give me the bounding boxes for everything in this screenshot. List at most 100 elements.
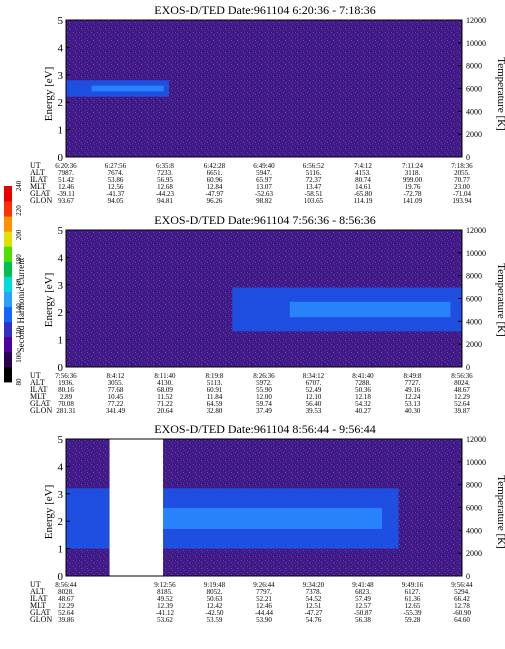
orbit-row-label: GLAT bbox=[30, 189, 51, 198]
orbit-row-label: MLT bbox=[30, 601, 46, 610]
orbit-cell: 6:42:28 bbox=[204, 162, 226, 170]
orbit-cell: 48.67 bbox=[58, 595, 74, 603]
orbit-cell: 54.76 bbox=[306, 616, 322, 624]
orbit-cell: 8:11:40 bbox=[154, 372, 176, 380]
orbit-cell: 8:34:12 bbox=[303, 372, 325, 380]
y-tick-label: 0 bbox=[58, 362, 64, 374]
y-tick-label: 4 bbox=[58, 461, 64, 473]
orbit-cell: 1936. bbox=[58, 379, 74, 387]
orbit-cell: 10.45 bbox=[108, 393, 124, 401]
colorbar-tick-label: 240 bbox=[15, 180, 23, 191]
orbit-cell: 68.09 bbox=[157, 386, 173, 394]
orbit-cell: 20.64 bbox=[157, 407, 173, 415]
panel-2-plot: 0 1 2 3 4 5 0 2000 4000 6000 8000 10000 12000 bbox=[58, 225, 487, 374]
colorbar-swatch bbox=[4, 366, 12, 383]
orbit-cell: 281.31 bbox=[56, 407, 76, 415]
y-tick-label: 1 bbox=[58, 125, 64, 137]
colorbar-label: Second Harmonic Current bbox=[16, 257, 26, 352]
colorbar: 80 100 120 140 160 180 200 220 240 Second Harmon… bbox=[4, 180, 26, 386]
colorbar-tick-label: 220 bbox=[15, 205, 23, 216]
y2-tick-label: 6000 bbox=[466, 85, 482, 94]
orbit-cell: 8:4:12 bbox=[107, 372, 125, 380]
panel-2: EXOS-D/TED Date:961104 7:56:36 - 8:56:36… bbox=[30, 213, 505, 415]
orbit-cell: -47.97 bbox=[205, 190, 224, 198]
y2-tick-label: 12000 bbox=[466, 435, 486, 444]
orbit-cell: 64.60 bbox=[454, 616, 470, 624]
orbit-cell: 6:20:36 bbox=[55, 162, 77, 170]
orbit-cell: 8024. bbox=[454, 379, 470, 387]
orbit-cell: 39.86 bbox=[58, 616, 74, 624]
orbit-cell: 4130. bbox=[157, 379, 173, 387]
y-tick-label: 3 bbox=[58, 70, 64, 82]
y-tick-label: 4 bbox=[58, 252, 64, 264]
orbit-cell: 11.84 bbox=[207, 393, 223, 401]
orbit-cell: 5294. bbox=[454, 588, 470, 596]
orbit-cell: 8:49:8 bbox=[404, 372, 422, 380]
panel-2-y2label: Temperature [K] bbox=[495, 263, 505, 336]
y2-tick-label: 4000 bbox=[466, 526, 482, 535]
orbit-cell: 8:56:44 bbox=[55, 581, 77, 589]
colorbar-swatch bbox=[4, 201, 12, 217]
orbit-cell: 8:56:36 bbox=[451, 372, 473, 380]
orbit-cell: 94.05 bbox=[108, 197, 124, 205]
orbit-cell: 56.38 bbox=[355, 616, 371, 624]
orbit-cell: 141.09 bbox=[403, 197, 423, 205]
orbit-cell: 52.64 bbox=[454, 400, 470, 408]
orbit-cell: 7674. bbox=[108, 169, 124, 177]
orbit-cell: 341.49 bbox=[106, 407, 126, 415]
y2-tick-label: 0 bbox=[466, 572, 470, 581]
colorbar-swatch bbox=[4, 336, 12, 353]
orbit-row-label: UT bbox=[30, 580, 41, 589]
orbit-cell: 9:49:16 bbox=[402, 581, 424, 589]
orbit-cell: -65.80 bbox=[354, 190, 373, 198]
orbit-cell: 50.63 bbox=[207, 595, 223, 603]
ion-band-core bbox=[149, 507, 383, 530]
panel-3-orbit-table: UT 8:56:44 9:12:56 9:19:48 9:26:44 9:34:20 9:4… bbox=[30, 580, 473, 624]
orbit-cell: 114.19 bbox=[354, 197, 373, 205]
orbit-cell: 12.51 bbox=[306, 602, 322, 610]
orbit-cell: -50.87 bbox=[354, 609, 373, 617]
y2-tick-label: 8000 bbox=[466, 272, 482, 281]
orbit-cell: 80.16 bbox=[58, 386, 74, 394]
orbit-cell: -39.11 bbox=[57, 190, 75, 198]
orbit-row-label: ILAT bbox=[30, 175, 47, 184]
orbit-cell: 49.16 bbox=[405, 386, 421, 394]
orbit-cell: 4153. bbox=[355, 169, 371, 177]
orbit-cell: 7:11:24 bbox=[402, 162, 424, 170]
orbit-cell: 12.42 bbox=[207, 602, 223, 610]
orbit-cell: -47.27 bbox=[304, 609, 323, 617]
orbit-cell: 8028. bbox=[58, 588, 74, 596]
orbit-cell: 50.36 bbox=[355, 386, 371, 394]
orbit-cell: 93.67 bbox=[58, 197, 74, 205]
orbit-cell: 77.68 bbox=[108, 386, 124, 394]
orbit-row-label: UT bbox=[30, 161, 41, 170]
y-tick-label: 0 bbox=[58, 152, 64, 164]
y-tick-label: 4 bbox=[58, 42, 64, 54]
orbit-cell: 65.97 bbox=[256, 176, 272, 184]
orbit-cell: 193.94 bbox=[452, 197, 472, 205]
orbit-cell: 51.42 bbox=[58, 176, 74, 184]
orbit-cell: -44.23 bbox=[156, 190, 175, 198]
orbit-cell: 12.29 bbox=[454, 393, 470, 401]
orbit-row-label: GLAT bbox=[30, 608, 51, 617]
y2-tick-label: 6000 bbox=[466, 504, 482, 513]
orbit-cell: 59.74 bbox=[256, 400, 272, 408]
panel-3-plot: 0 1 2 3 4 5 0 2000 4000 6000 8000 10000 12000 bbox=[58, 434, 487, 583]
orbit-cell: 23.00 bbox=[454, 183, 470, 191]
data-gap bbox=[109, 439, 164, 576]
orbit-cell: 2055. bbox=[454, 169, 470, 177]
orbit-row-label: ILAT bbox=[30, 385, 47, 394]
y-tick-label: 2 bbox=[58, 307, 64, 319]
y2-tick-label: 4000 bbox=[466, 317, 482, 326]
orbit-cell: 54.52 bbox=[306, 595, 322, 603]
orbit-cell: -71.04 bbox=[453, 190, 472, 198]
orbit-cell: 103.65 bbox=[304, 197, 324, 205]
orbit-cell: 56.95 bbox=[157, 176, 173, 184]
orbit-cell: -52.63 bbox=[255, 190, 274, 198]
colorbar-swatch bbox=[4, 291, 12, 308]
orbit-cell: -72.78 bbox=[403, 190, 422, 198]
orbit-cell: 6:56:52 bbox=[303, 162, 325, 170]
orbit-cell: 55.90 bbox=[256, 386, 272, 394]
orbit-cell: 52.21 bbox=[256, 595, 272, 603]
orbit-cell: 60.96 bbox=[207, 176, 223, 184]
